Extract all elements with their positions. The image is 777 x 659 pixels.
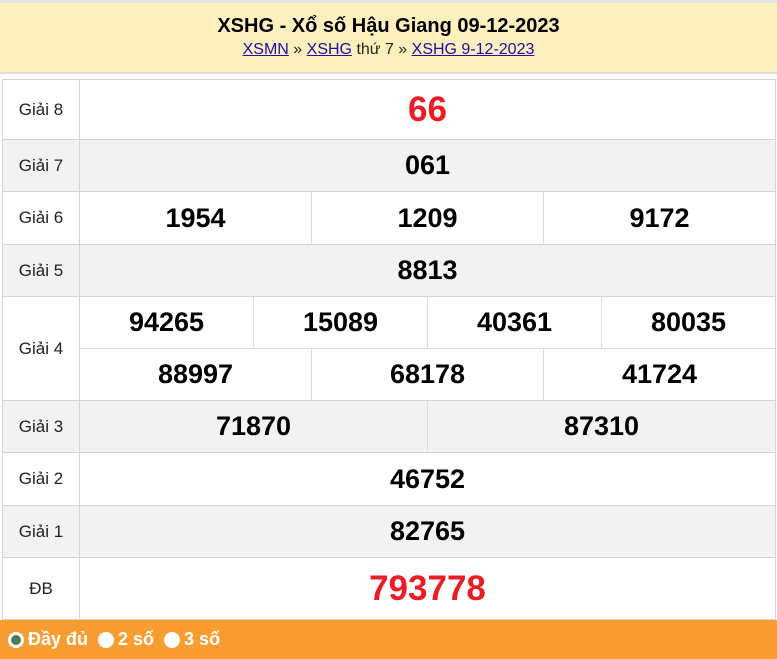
prize-number-row: 82765 <box>80 506 775 557</box>
prize-number-row: 8813 <box>80 245 775 296</box>
prize-number-row: 46752 <box>80 453 775 505</box>
prize-number: 80035 <box>601 297 775 348</box>
prize-row: Giải 6 1954 1209 9172 <box>2 192 776 245</box>
prize-row: Giải 4 94265 15089 40361 80035 88997 68178 4172… <box>2 297 776 401</box>
prize-row: Giải 2 46752 <box>2 453 776 506</box>
prize-number: 41724 <box>543 349 775 400</box>
display-option-label: 2 số <box>118 629 155 649</box>
prize-label: Giải 7 <box>3 140 80 191</box>
prize-number-row: 88997 68178 41724 <box>80 348 775 400</box>
prize-number: 15089 <box>253 297 427 348</box>
prize-number: 1954 <box>165 202 226 233</box>
prize-label: Giải 5 <box>3 245 80 296</box>
display-option-label: 3 số <box>184 629 221 649</box>
prize-number: 88997 <box>157 359 234 389</box>
prize-numbers: 66 <box>80 80 775 139</box>
prize-label: Giải 1 <box>3 506 80 557</box>
prize-numbers: 8813 <box>80 245 775 296</box>
prize-number: 9172 <box>543 192 775 244</box>
breadcrumb-date-link[interactable]: XSHG 9-12-2023 <box>411 41 535 58</box>
header: XSHG - Xổ số Hậu Giang 09-12-2023 XSMN »… <box>0 3 777 72</box>
prize-number: 8813 <box>397 255 458 285</box>
prize-number: 66 <box>408 89 447 129</box>
radio-icon[interactable] <box>164 631 181 648</box>
prize-numbers: 71870 87310 <box>80 401 775 452</box>
prize-number: 1209 <box>311 192 543 244</box>
display-option-radio[interactable]: Đầy đủ <box>8 629 88 650</box>
prize-number-row: 1954 1209 9172 <box>80 192 775 244</box>
prize-label: Giải 2 <box>3 453 80 505</box>
breadcrumb-xshg-link[interactable]: XSHG <box>306 41 352 58</box>
prize-label: ĐB <box>3 558 80 619</box>
prize-number-row: 71870 87310 <box>80 401 775 452</box>
display-option-radio[interactable]: 2 số <box>98 629 154 650</box>
breadcrumb-separator: » <box>393 41 412 58</box>
prize-row: ĐB 793778 <box>2 558 776 620</box>
prize-row: Giải 8 66 <box>2 79 776 140</box>
prize-number: 46752 <box>389 463 466 494</box>
radio-icon[interactable] <box>98 631 115 648</box>
prize-row: Giải 7 061 <box>2 140 776 192</box>
top-bar <box>0 0 777 3</box>
prize-number: 94265 <box>128 307 205 337</box>
prize-number: 40361 <box>427 297 601 348</box>
prize-number: 68178 <box>311 349 543 400</box>
prize-number: 82765 <box>389 516 466 546</box>
page-title: XSHG - Xổ số Hậu Giang 09-12-2023 <box>217 15 560 37</box>
display-options-bar: Đầy đủ 2 số 3 số <box>0 620 777 659</box>
prize-numbers: 82765 <box>80 506 775 557</box>
divider <box>0 72 777 81</box>
prize-number: 793778 <box>369 568 486 608</box>
display-option-label: Đầy đủ <box>28 629 89 649</box>
prize-numbers: 46752 <box>80 453 775 505</box>
prize-row: Giải 1 82765 <box>2 506 776 558</box>
prize-numbers: 061 <box>80 140 775 191</box>
prize-number-row: 66 <box>80 80 775 139</box>
prize-numbers: 94265 15089 40361 80035 88997 68178 41724 <box>80 297 775 400</box>
display-option-radio[interactable]: 3 số <box>164 629 220 650</box>
prize-label: Giải 6 <box>3 192 80 244</box>
breadcrumb-separator: » <box>288 41 307 58</box>
prize-label: Giải 4 <box>3 297 80 400</box>
prize-number: 71870 <box>215 411 292 441</box>
prize-number: 87310 <box>427 401 775 452</box>
prize-number-row: 793778 <box>80 558 775 619</box>
prize-label: Giải 3 <box>3 401 80 452</box>
prize-number-row: 94265 15089 40361 80035 <box>80 297 775 348</box>
prize-label: Giải 8 <box>3 80 80 139</box>
prize-row: Giải 3 71870 87310 <box>2 401 776 453</box>
prize-number: 061 <box>404 150 451 180</box>
radio-icon[interactable] <box>8 631 24 648</box>
breadcrumb: XSMN » XSHG thứ 7 » XSHG 9-12-2023 <box>0 41 777 59</box>
breadcrumb-xsmn-link[interactable]: XSMN <box>242 41 289 58</box>
prize-row: Giải 5 8813 <box>2 245 776 297</box>
prize-numbers: 793778 <box>80 558 775 619</box>
prize-numbers: 1954 1209 9172 <box>80 192 775 244</box>
breadcrumb-day: thứ 7 <box>352 41 394 58</box>
prize-number-row: 061 <box>80 140 775 191</box>
